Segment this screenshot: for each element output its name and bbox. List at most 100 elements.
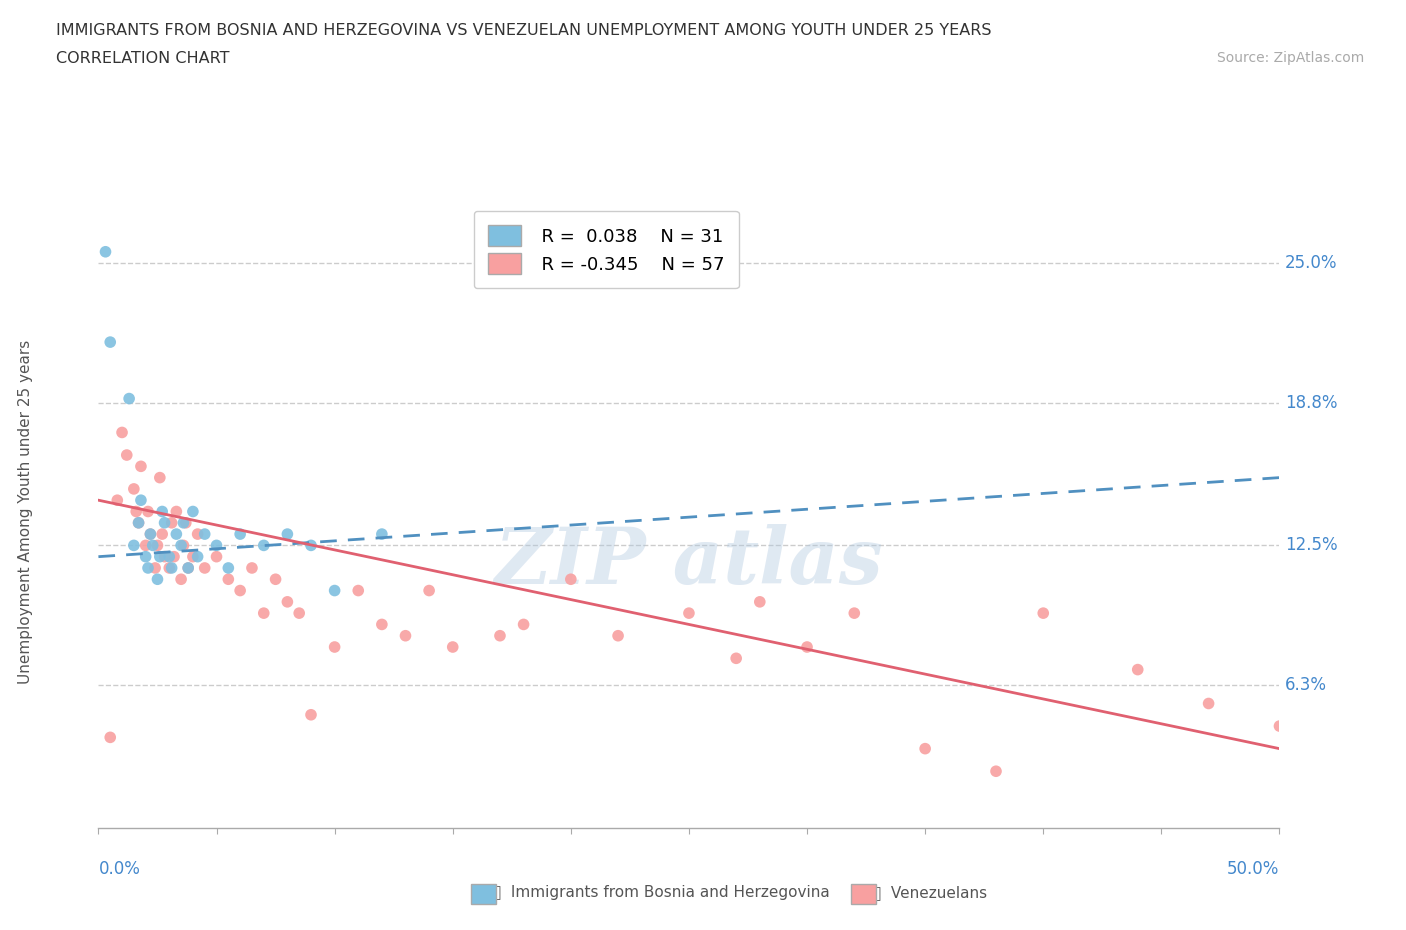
Point <box>253 605 276 620</box>
Point <box>165 526 187 541</box>
Point <box>143 561 166 576</box>
Point <box>149 471 172 485</box>
Point <box>181 550 204 565</box>
Point <box>560 572 582 587</box>
Point <box>187 526 209 541</box>
Text: 12.5%: 12.5% <box>1285 537 1337 554</box>
Point <box>122 482 145 497</box>
Point <box>914 741 936 756</box>
Point <box>160 561 183 576</box>
Point <box>205 550 228 565</box>
Point <box>172 515 194 530</box>
Point <box>150 504 173 519</box>
Point <box>128 515 150 530</box>
Point <box>371 617 394 631</box>
Text: 6.3%: 6.3% <box>1285 676 1327 695</box>
Point <box>394 629 416 644</box>
Point <box>129 458 152 473</box>
Point <box>489 629 512 644</box>
Text: ⬜  Venezuelans: ⬜ Venezuelans <box>872 885 987 900</box>
Point <box>135 550 157 565</box>
Point <box>170 538 193 552</box>
Point <box>125 504 148 519</box>
Point <box>748 594 770 609</box>
Point <box>111 425 134 440</box>
Text: CORRELATION CHART: CORRELATION CHART <box>56 51 229 66</box>
Point <box>160 515 183 530</box>
Point <box>170 572 193 587</box>
Point <box>157 550 180 565</box>
Point <box>299 538 322 552</box>
Text: 50.0%: 50.0% <box>1227 860 1279 878</box>
Point <box>163 550 186 565</box>
Point <box>253 538 276 552</box>
Point <box>288 605 311 620</box>
Point <box>725 651 748 666</box>
Point <box>512 617 534 631</box>
Point <box>165 504 187 519</box>
Point <box>174 515 197 530</box>
Point <box>217 561 239 576</box>
Point <box>323 640 346 655</box>
Point <box>115 447 138 462</box>
Point <box>1268 719 1291 734</box>
Point <box>153 550 176 565</box>
Point <box>177 561 200 576</box>
Point <box>205 538 228 552</box>
Point <box>299 708 322 723</box>
Point <box>418 583 440 598</box>
Point <box>194 526 217 541</box>
Point <box>264 572 287 587</box>
Point <box>139 526 162 541</box>
Point <box>136 504 159 519</box>
Point <box>1198 696 1220 711</box>
Point <box>128 515 150 530</box>
Text: 25.0%: 25.0% <box>1285 254 1337 272</box>
Point <box>187 550 209 565</box>
Text: Source: ZipAtlas.com: Source: ZipAtlas.com <box>1216 51 1364 65</box>
Point <box>229 583 252 598</box>
Point <box>150 526 173 541</box>
Point <box>371 526 394 541</box>
Point <box>136 561 159 576</box>
Point <box>181 504 204 519</box>
Text: Unemployment Among Youth under 25 years: Unemployment Among Youth under 25 years <box>18 339 32 684</box>
Point <box>323 583 346 598</box>
Point <box>844 605 866 620</box>
Point <box>172 538 194 552</box>
Point <box>153 515 176 530</box>
Point <box>146 572 169 587</box>
Point <box>98 730 121 745</box>
Text: 18.8%: 18.8% <box>1285 394 1337 412</box>
Text: IMMIGRANTS FROM BOSNIA AND HERZEGOVINA VS VENEZUELAN UNEMPLOYMENT AMONG YOUTH UN: IMMIGRANTS FROM BOSNIA AND HERZEGOVINA V… <box>56 23 991 38</box>
Point <box>607 629 630 644</box>
Point <box>1126 662 1149 677</box>
Legend:   R =  0.038    N = 31,   R = -0.345    N = 57: R = 0.038 N = 31, R = -0.345 N = 57 <box>474 211 738 288</box>
Point <box>796 640 818 655</box>
Point <box>276 526 298 541</box>
Point <box>984 764 1007 778</box>
Point <box>135 538 157 552</box>
Point <box>194 561 217 576</box>
Point <box>347 583 370 598</box>
Text: ⬜  Immigrants from Bosnia and Herzegovina: ⬜ Immigrants from Bosnia and Herzegovina <box>492 885 830 900</box>
Point <box>149 550 172 565</box>
Point <box>105 493 128 508</box>
Text: 0.0%: 0.0% <box>98 860 141 878</box>
Point <box>146 538 169 552</box>
Point <box>142 538 165 552</box>
Point <box>129 493 152 508</box>
Point <box>678 605 700 620</box>
Point <box>157 561 180 576</box>
Point <box>139 526 162 541</box>
Point <box>94 245 117 259</box>
Point <box>177 561 200 576</box>
Point <box>276 594 298 609</box>
Point <box>98 335 121 350</box>
Point <box>118 392 141 406</box>
Point <box>122 538 145 552</box>
Point <box>1032 605 1054 620</box>
Point <box>441 640 464 655</box>
Text: ZIP atlas: ZIP atlas <box>495 524 883 601</box>
Point <box>217 572 239 587</box>
